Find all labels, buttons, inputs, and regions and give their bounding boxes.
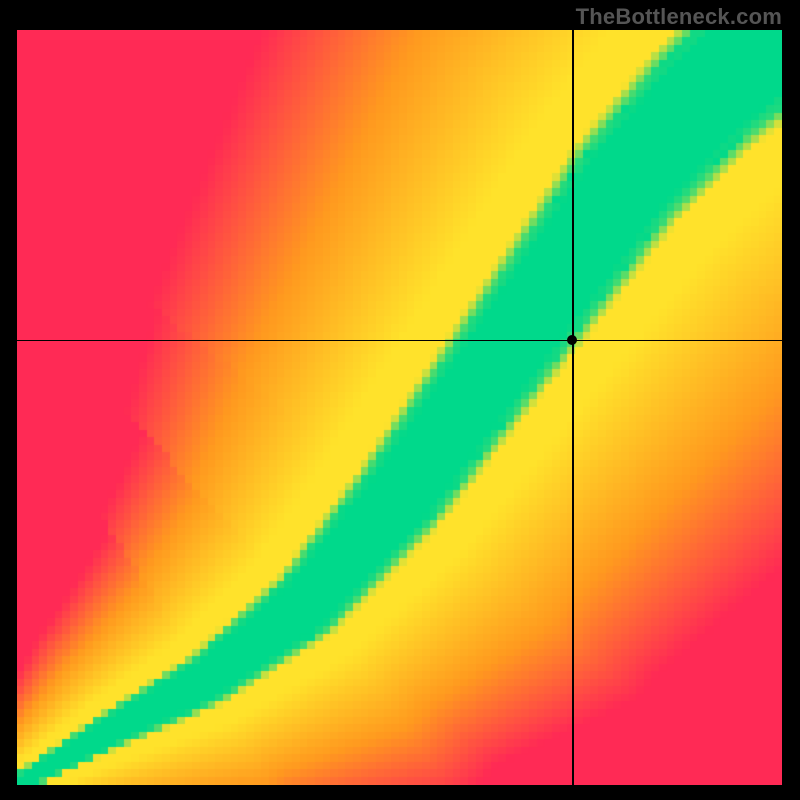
watermark-text: TheBottleneck.com xyxy=(576,4,782,30)
crosshair-horizontal xyxy=(17,340,782,341)
crosshair-marker xyxy=(567,335,577,345)
heatmap-plot xyxy=(17,30,782,785)
crosshair-vertical xyxy=(572,30,573,785)
heatmap-canvas xyxy=(17,30,782,785)
